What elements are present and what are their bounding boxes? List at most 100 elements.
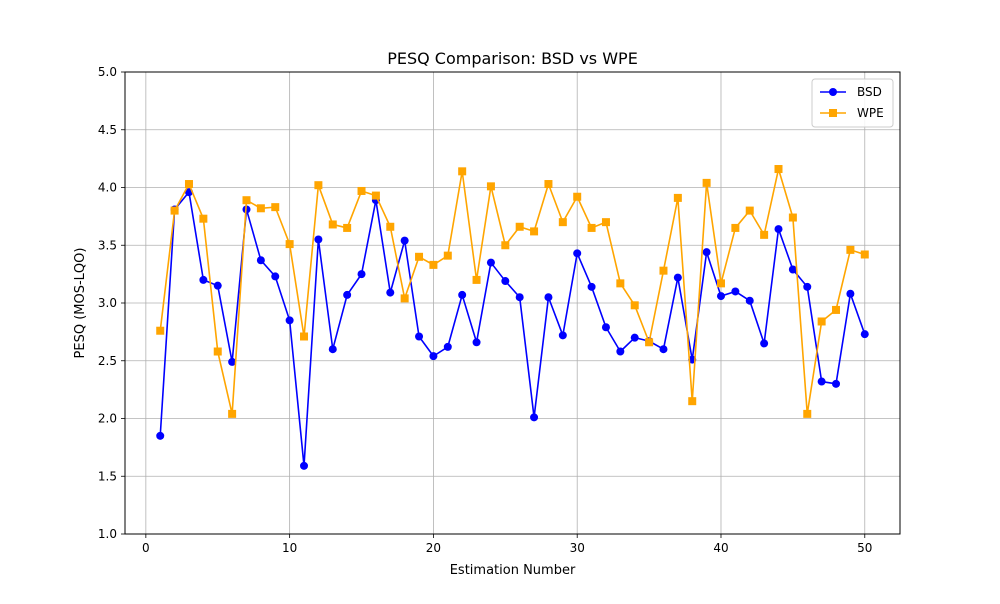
wpe-point [731,223,740,232]
bsd-point [716,292,725,301]
wpe-point [300,332,309,341]
wpe-point [386,222,395,231]
chart-title: PESQ Comparison: BSD vs WPE [387,49,638,68]
wpe-point [702,178,711,187]
wpe-point [860,250,869,259]
bsd-point [415,332,424,341]
wpe-point [228,409,237,418]
bsd-series [156,188,869,470]
bsd-point [616,347,625,356]
bsd-point [314,235,323,244]
x-tick-label: 50 [857,541,872,555]
wpe-point [400,294,409,303]
bsd-point [788,265,797,274]
wpe-point [343,223,352,232]
bsd-point [285,316,294,325]
data-series [156,165,869,470]
wpe-point [242,196,251,205]
wpe-point [745,206,754,215]
wpe-point [616,279,625,288]
bsd-point [760,339,769,348]
x-tick-label: 40 [713,541,728,555]
wpe-point [170,206,179,215]
bsd-point [573,249,582,258]
bsd-point [228,357,237,366]
legend-item-bsd: BSD [820,85,882,99]
wpe-point [328,220,337,229]
wpe-point [817,317,826,326]
wpe-point [199,214,208,223]
wpe-point [443,251,452,260]
bsd-point [486,258,495,267]
bsd-point [271,272,280,281]
bsd-point [544,293,553,302]
wpe-series [156,165,869,418]
wpe-point [415,252,424,261]
y-tick-label: 4.0 [98,181,117,195]
legend-swatch-marker [829,88,837,96]
legend: BSD WPE [811,78,894,128]
wpe-point [573,192,582,201]
y-tick-label: 3.5 [98,238,117,252]
legend-item-wpe: WPE [820,106,884,120]
legend-label: WPE [857,106,884,120]
wpe-point [803,409,812,418]
wpe-point [156,326,165,335]
wpe-point [544,180,553,189]
bsd-point [199,275,208,284]
wpe-point [371,191,380,200]
bsd-point [846,289,855,298]
wpe-point [213,347,222,356]
bsd-point [429,352,438,361]
wpe-point [429,260,438,269]
wpe-point [716,279,725,288]
wpe-point [688,397,697,406]
wpe-point [472,275,481,284]
wpe-point [774,165,783,174]
wpe-point [458,167,467,176]
bsd-point [659,345,668,354]
wpe-point [832,305,841,314]
x-tick-label: 10 [282,541,297,555]
wpe-point [659,266,668,275]
bsd-point [386,288,395,297]
bsd-point [630,333,639,342]
wpe-point [184,180,193,189]
bsd-point [860,330,869,339]
axis-ticks: 0 10 20 30 40 50 1.0 1.5 2.0 2.5 3.0 3.5 4.0 4.5 5.0 [98,65,873,555]
y-axis-label: PESQ (MOS-LQO) [73,248,88,359]
wpe-point [530,227,539,236]
bsd-point [458,290,467,299]
bsd-point [601,323,610,332]
wpe-point [645,338,654,347]
bsd-point [817,377,826,386]
wpe-point [788,213,797,222]
bsd-point [213,281,222,290]
bsd-point [343,290,352,299]
bsd-point [530,413,539,422]
bsd-point [731,287,740,296]
bsd-point [443,342,452,351]
bsd-point [745,296,754,305]
wpe-point [271,203,280,212]
wpe-point [630,301,639,310]
y-tick-label: 2.0 [98,412,117,426]
bsd-point [515,293,524,302]
bsd-point [774,225,783,234]
wpe-point [558,218,567,227]
wpe-point [357,186,366,195]
x-axis-label: Estimation Number [450,563,576,578]
wpe-point [601,218,610,227]
wpe-point [314,181,323,190]
bsd-point [472,338,481,347]
bsd-point [673,273,682,282]
bsd-point [702,248,711,257]
x-tick-label: 30 [570,541,585,555]
bsd-point [558,331,567,340]
bsd-point [300,461,309,470]
legend-swatch-marker [829,109,837,117]
wpe-point [285,240,294,249]
bsd-point [256,256,265,265]
y-tick-label: 3.0 [98,296,117,310]
